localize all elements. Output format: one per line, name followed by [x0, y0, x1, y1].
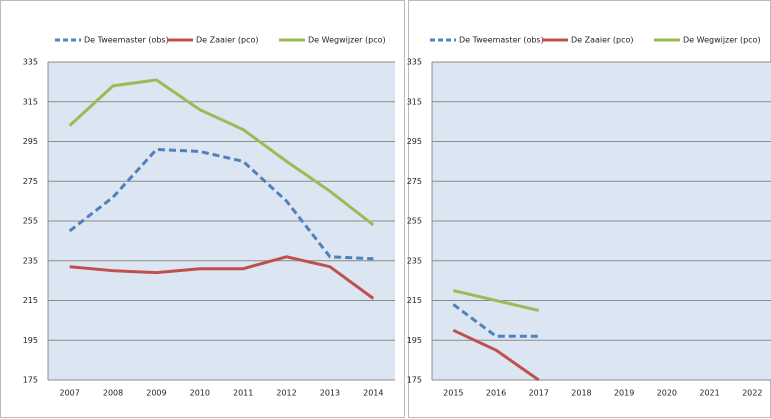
x-tick-label: 2013 — [320, 389, 340, 398]
y-tick-label: 175 — [407, 376, 422, 385]
y-tick-label: 295 — [407, 137, 422, 146]
y-tick-label: 255 — [23, 217, 38, 226]
series-line — [68, 78, 375, 227]
x-tick-label: 2017 — [529, 389, 549, 398]
y-tick-label: 235 — [407, 256, 422, 265]
legend-label: De Zaaier (pco) — [571, 36, 634, 45]
y-tick-label: 215 — [407, 296, 422, 305]
y-tick-label: 195 — [407, 336, 422, 345]
x-tick-label: 2021 — [699, 389, 719, 398]
x-tick-label: 2010 — [190, 389, 210, 398]
y-tick-label: 315 — [407, 97, 422, 106]
y-tick-label: 175 — [23, 376, 38, 385]
legend-label: De Zaaier (pco) — [196, 36, 259, 45]
x-tick-label: 2016 — [486, 389, 506, 398]
legend-label: De Tweemaster (obs) — [459, 36, 544, 45]
x-tick-label: 2012 — [276, 389, 296, 398]
x-tick-label: 2014 — [363, 389, 383, 398]
x-tick-label: 2007 — [60, 389, 80, 398]
x-tick-label: 2009 — [146, 389, 166, 398]
y-tick-label: 335 — [23, 58, 38, 67]
y-tick-label: 335 — [407, 58, 422, 67]
series-line — [68, 147, 374, 261]
series-line — [453, 289, 540, 312]
x-tick-label: 2020 — [657, 389, 677, 398]
y-tick-label: 195 — [23, 336, 38, 345]
y-tick-label: 295 — [23, 137, 38, 146]
y-tick-label: 235 — [23, 256, 38, 265]
y-tick-label: 255 — [407, 217, 422, 226]
x-tick-label: 2019 — [614, 389, 634, 398]
legend-label: De Wegwijzer (pco) — [308, 36, 386, 45]
series-line — [69, 255, 375, 300]
y-tick-label: 215 — [23, 296, 38, 305]
y-tick-label: 275 — [407, 177, 422, 186]
x-tick-label: 2018 — [571, 389, 591, 398]
x-tick-label: 2011 — [233, 389, 253, 398]
legend-label: De Tweemaster (obs) — [84, 36, 169, 45]
x-tick-label: 2022 — [742, 389, 762, 398]
legend-label: De Wegwijzer (pco) — [683, 36, 761, 45]
x-tick-label: 2008 — [103, 389, 123, 398]
series-line — [452, 303, 539, 338]
series-line — [452, 328, 540, 382]
x-tick-label: 2015 — [443, 389, 463, 398]
y-tick-label: 275 — [23, 177, 38, 186]
y-tick-label: 315 — [23, 97, 38, 106]
